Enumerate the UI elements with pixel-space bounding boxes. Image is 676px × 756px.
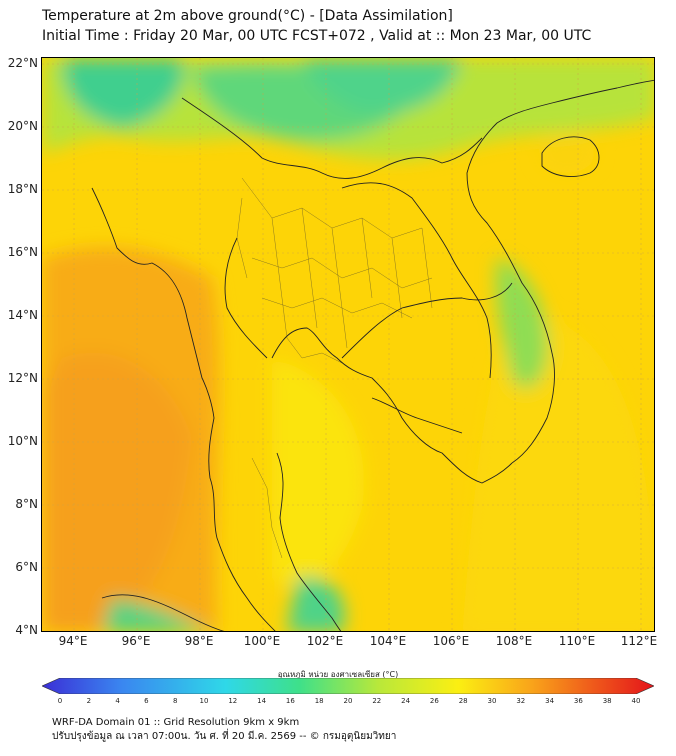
lon-label-100e: 100°E [243,634,281,648]
colorbar-tick-label: 28 [458,697,468,705]
lon-label-112e: 112°E [620,634,658,648]
lon-label-98e: 98°E [184,634,214,648]
lat-label-22n: 22°N [7,56,38,70]
lat-label-8n: 8°N [15,497,38,511]
colorbar-tick-label: 2 [86,697,92,705]
map-title: Temperature at 2m above ground(°C) - [Da… [42,6,591,46]
colorbar-tick-label: 14 [257,697,267,705]
colorbar-tick-label: 30 [487,697,497,705]
colorbar [42,678,654,694]
lon-label-94e: 94°E [58,634,88,648]
footer-line-2: ปรับปรุงข้อมูล ณ เวลา 07:00น. วัน ศ. ที่… [52,731,397,742]
colorbar-tick-label: 22 [372,697,382,705]
coastlines [91,79,654,631]
colorbar-tick-label: 0 [57,697,63,705]
colorbar-tick-label: 6 [144,697,149,705]
colorbar-tick-label: 24 [401,697,411,705]
temperature-field [42,58,654,631]
colorbar-tick-label: 38 [602,697,612,705]
lon-label-96e: 96°E [121,634,151,648]
colorbar-tick-label: 12 [228,697,238,705]
lat-label-12n: 12°N [7,371,38,385]
lat-label-14n: 14°N [7,308,38,322]
colorbar-tick-label: 8 [172,697,178,705]
colorbar-tick-label: 20 [343,697,353,705]
colorbar-tick-label: 18 [314,697,324,705]
lat-label-18n: 18°N [7,182,38,196]
colorbar-title: อุณหภูมิ หน่วย องศาเซลเซียส (°C) [277,670,399,679]
colorbar-tick-label: 4 [115,697,120,705]
footer: WRF-DA Domain 01 :: Grid Resolution 9km … [52,716,396,744]
colorbar-tick-label: 32 [516,697,526,705]
colorbar-tick-label: 40 [631,697,641,705]
lon-label-104e: 104°E [369,634,407,648]
lat-label-6n: 6°N [15,560,38,574]
title-line-2: Initial Time : Friday 20 Mar, 00 UTC FCS… [42,28,592,44]
colorbar-tick-label: 10 [199,697,209,705]
temperature-map[interactable] [41,57,655,632]
title-line-1: Temperature at 2m above ground(°C) - [Da… [42,8,453,24]
province-lines [236,177,433,559]
lon-label-110e: 110°E [558,634,596,648]
colorbar-tick-label: 36 [573,697,583,705]
lon-label-108e: 108°E [495,634,533,648]
graticule [42,58,654,631]
lat-label-20n: 20°N [7,119,38,133]
lat-label-4n: 4°N [15,623,38,637]
footer-line-1: WRF-DA Domain 01 :: Grid Resolution 9km … [52,717,300,728]
lon-label-102e: 102°E [306,634,344,648]
colorbar-tick-label: 16 [285,697,295,705]
lon-label-106e: 106°E [432,634,470,648]
lat-label-10n: 10°N [7,434,38,448]
colorbar-tick-label: 26 [429,697,439,705]
lat-label-16n: 16°N [7,245,38,259]
colorbar-tick-label: 34 [545,697,555,705]
